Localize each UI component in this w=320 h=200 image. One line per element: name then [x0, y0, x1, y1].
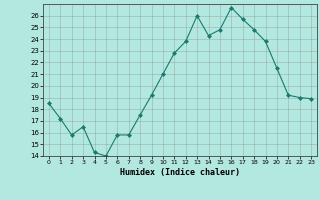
X-axis label: Humidex (Indice chaleur): Humidex (Indice chaleur) — [120, 168, 240, 177]
